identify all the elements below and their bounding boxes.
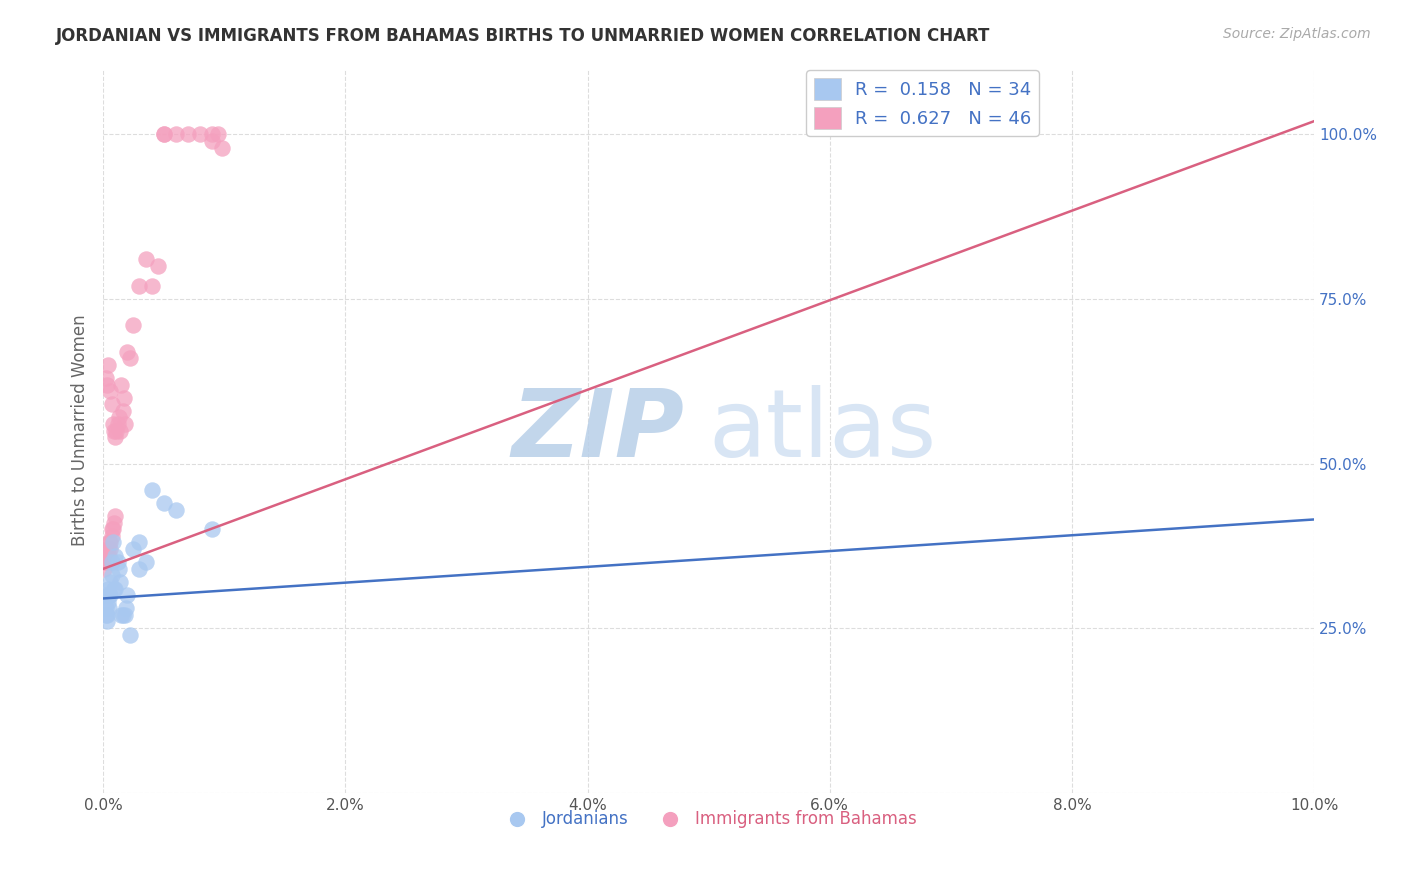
Point — [96, 607, 118, 622]
Point — [128, 278, 150, 293]
Point — [107, 417, 129, 431]
Point — [108, 562, 131, 576]
Point — [94, 555, 117, 569]
Point — [100, 522, 122, 536]
Point — [114, 607, 136, 622]
Point — [128, 562, 150, 576]
Point — [108, 410, 131, 425]
Point — [141, 483, 163, 497]
Point — [122, 318, 145, 333]
Point — [201, 522, 224, 536]
Point — [100, 535, 122, 549]
Point — [134, 555, 156, 569]
Point — [94, 371, 117, 385]
Point — [97, 358, 120, 372]
Point — [117, 588, 139, 602]
Point — [211, 140, 233, 154]
Point — [104, 430, 127, 444]
Point — [93, 555, 115, 569]
Point — [112, 391, 135, 405]
Point — [114, 417, 136, 431]
Point — [207, 128, 229, 142]
Y-axis label: Births to Unmarried Women: Births to Unmarried Women — [72, 315, 89, 547]
Point — [100, 574, 122, 589]
Point — [105, 424, 128, 438]
Point — [97, 582, 120, 596]
Point — [128, 535, 150, 549]
Point — [96, 615, 118, 629]
Point — [152, 128, 174, 142]
Point — [96, 549, 118, 563]
Point — [94, 607, 117, 622]
Point — [152, 128, 174, 142]
Point — [97, 595, 120, 609]
Point — [100, 588, 122, 602]
Point — [201, 128, 224, 142]
Point — [110, 377, 132, 392]
Point — [110, 607, 132, 622]
Point — [152, 496, 174, 510]
Point — [111, 404, 134, 418]
Text: JORDANIAN VS IMMIGRANTS FROM BAHAMAS BIRTHS TO UNMARRIED WOMEN CORRELATION CHART: JORDANIAN VS IMMIGRANTS FROM BAHAMAS BIR… — [56, 27, 991, 45]
Point — [117, 344, 139, 359]
Point — [111, 607, 134, 622]
Point — [96, 377, 118, 392]
Point — [146, 259, 169, 273]
Point — [118, 628, 141, 642]
Text: atlas: atlas — [709, 384, 936, 476]
Point — [100, 397, 122, 411]
Point — [93, 562, 115, 576]
Point — [115, 601, 138, 615]
Point — [122, 542, 145, 557]
Point — [100, 555, 122, 569]
Point — [104, 549, 127, 563]
Point — [100, 568, 122, 582]
Point — [100, 529, 122, 543]
Text: Source: ZipAtlas.com: Source: ZipAtlas.com — [1223, 27, 1371, 41]
Point — [103, 424, 125, 438]
Point — [188, 128, 211, 142]
Point — [94, 601, 117, 615]
Point — [165, 128, 187, 142]
Point — [97, 542, 120, 557]
Point — [104, 582, 127, 596]
Point — [101, 417, 124, 431]
Point — [107, 555, 129, 569]
Point — [100, 542, 122, 557]
Point — [165, 502, 187, 516]
Point — [101, 535, 124, 549]
Point — [118, 351, 141, 366]
Legend: Jordanians, Immigrants from Bahamas: Jordanians, Immigrants from Bahamas — [494, 804, 924, 835]
Text: ZIP: ZIP — [512, 384, 685, 476]
Point — [98, 535, 121, 549]
Point — [98, 588, 121, 602]
Point — [93, 588, 115, 602]
Point — [141, 278, 163, 293]
Point — [103, 582, 125, 596]
Point — [104, 509, 127, 524]
Point — [134, 252, 156, 267]
Point — [103, 516, 125, 530]
Point — [201, 134, 224, 148]
Point — [98, 601, 121, 615]
Point — [101, 522, 124, 536]
Point — [177, 128, 200, 142]
Point — [100, 384, 122, 398]
Point — [108, 424, 131, 438]
Point — [98, 549, 121, 563]
Point — [108, 574, 131, 589]
